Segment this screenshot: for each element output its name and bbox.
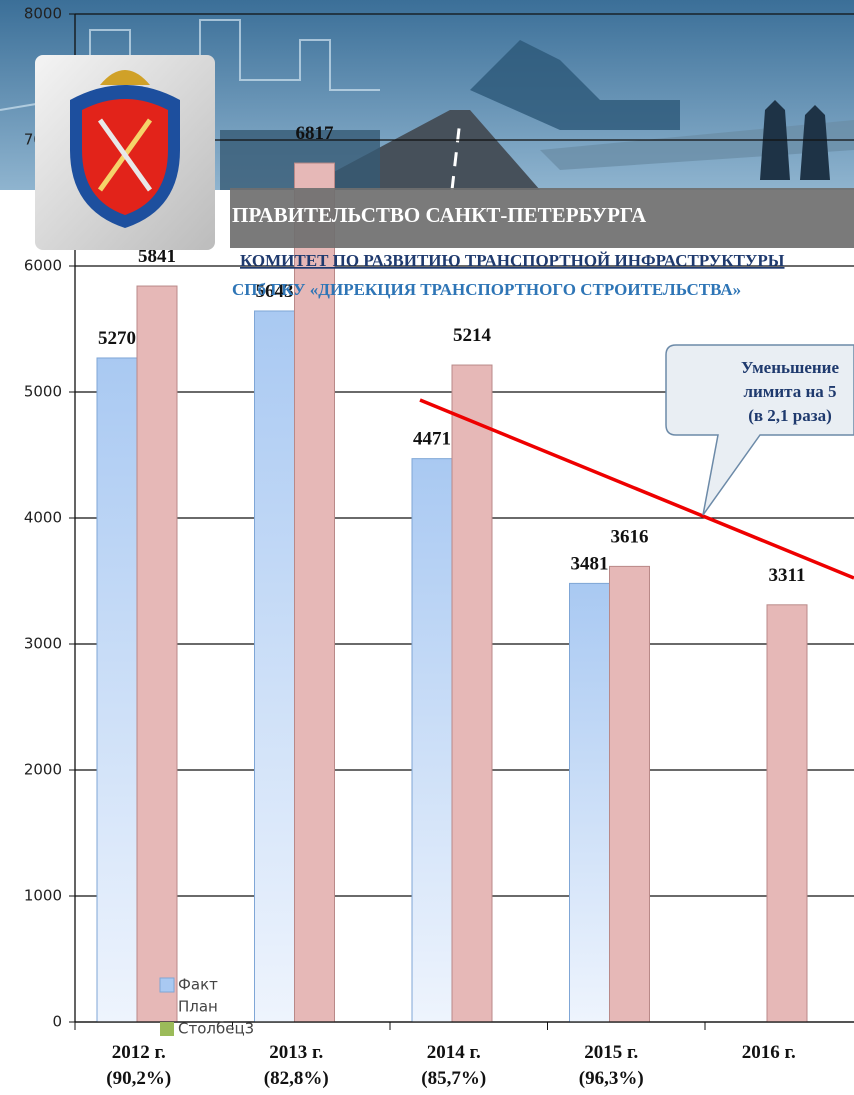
value-label: 3481	[571, 553, 609, 574]
x-tick-label: 2015 г.	[584, 1042, 638, 1063]
legend-label: Столбец3	[178, 1020, 254, 1038]
bar	[255, 311, 295, 1022]
bar	[412, 459, 452, 1022]
y-tick-label: 1000	[24, 887, 62, 905]
x-tick-label: 2012 г.	[112, 1042, 166, 1063]
bar	[137, 286, 177, 1022]
value-label: 4471	[413, 429, 451, 450]
bar	[452, 365, 492, 1022]
coat-of-arms	[35, 55, 215, 250]
bar	[570, 583, 610, 1022]
bar	[767, 605, 807, 1022]
x-tick-note: (85,7%)	[421, 1068, 486, 1089]
x-tick-label: 2016 г.	[742, 1042, 796, 1063]
value-label: 5214	[453, 325, 492, 346]
value-label: 6817	[296, 123, 335, 144]
header-bar: ПРАВИТЕЛЬСТВО САНКТ-ПЕТЕРБУРГА КОМИТЕТ П…	[230, 188, 854, 299]
header-line: КОМИТЕТ ПО РАЗВИТИЮ ТРАНСПОРТНОЙ ИНФРАСТ…	[240, 251, 785, 270]
legend-swatch	[160, 978, 174, 992]
value-label: 5270	[98, 328, 136, 349]
callout-text: Уменьшение	[741, 358, 839, 377]
y-tick-label: 5000	[24, 383, 62, 401]
x-tick-label: 2014 г.	[427, 1042, 481, 1063]
bar	[97, 358, 137, 1022]
y-tick-label: 6000	[24, 257, 62, 275]
y-tick-label: 2000	[24, 761, 62, 779]
y-tick-label: 3000	[24, 635, 62, 653]
value-label: 3616	[611, 526, 649, 547]
chart: 0100020003000400050006000700080005270564…	[0, 0, 854, 1095]
y-tick-label: 0	[52, 1013, 62, 1031]
header-line: СПб ГКУ «ДИРЕКЦИЯ ТРАНСПОРТНОГО СТРОИТЕЛ…	[232, 280, 741, 299]
y-tick-label: 8000	[24, 5, 62, 23]
legend-label: Факт	[178, 976, 218, 994]
legend-swatch	[160, 1000, 174, 1014]
bar	[610, 566, 650, 1022]
x-tick-note: (82,8%)	[264, 1068, 329, 1089]
header-title: ПРАВИТЕЛЬСТВО САНКТ-ПЕТЕРБУРГА	[232, 203, 647, 227]
x-tick-note: (96,3%)	[579, 1068, 644, 1089]
legend-swatch	[160, 1022, 174, 1036]
callout-text: лимита на 5	[743, 382, 836, 401]
x-tick-label: 2013 г.	[269, 1042, 323, 1063]
y-tick-label: 4000	[24, 509, 62, 527]
value-label: 3311	[769, 565, 806, 586]
legend-label: План	[178, 998, 218, 1016]
callout-text: (в 2,1 раза)	[748, 406, 832, 425]
x-tick-note: (90,2%)	[106, 1068, 171, 1089]
